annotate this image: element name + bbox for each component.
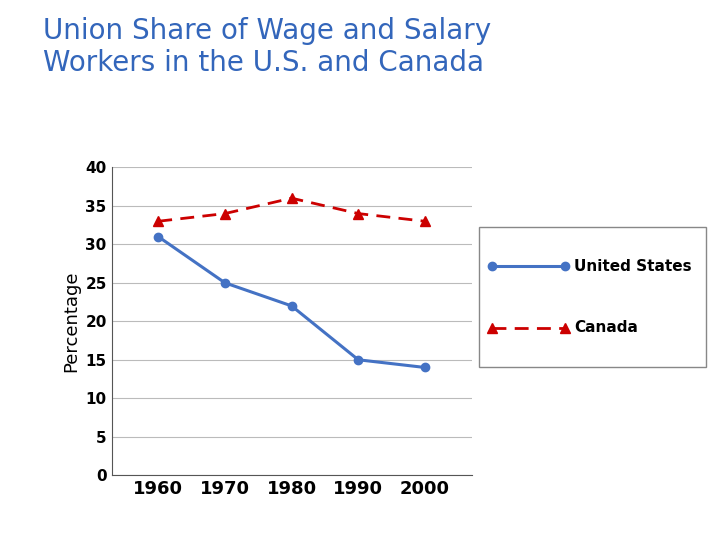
Text: Canada: Canada [574,320,638,335]
Text: United States: United States [574,259,692,274]
Text: Union Share of Wage and Salary
Workers in the U.S. and Canada: Union Share of Wage and Salary Workers i… [43,17,491,77]
Y-axis label: Percentage: Percentage [62,271,80,372]
